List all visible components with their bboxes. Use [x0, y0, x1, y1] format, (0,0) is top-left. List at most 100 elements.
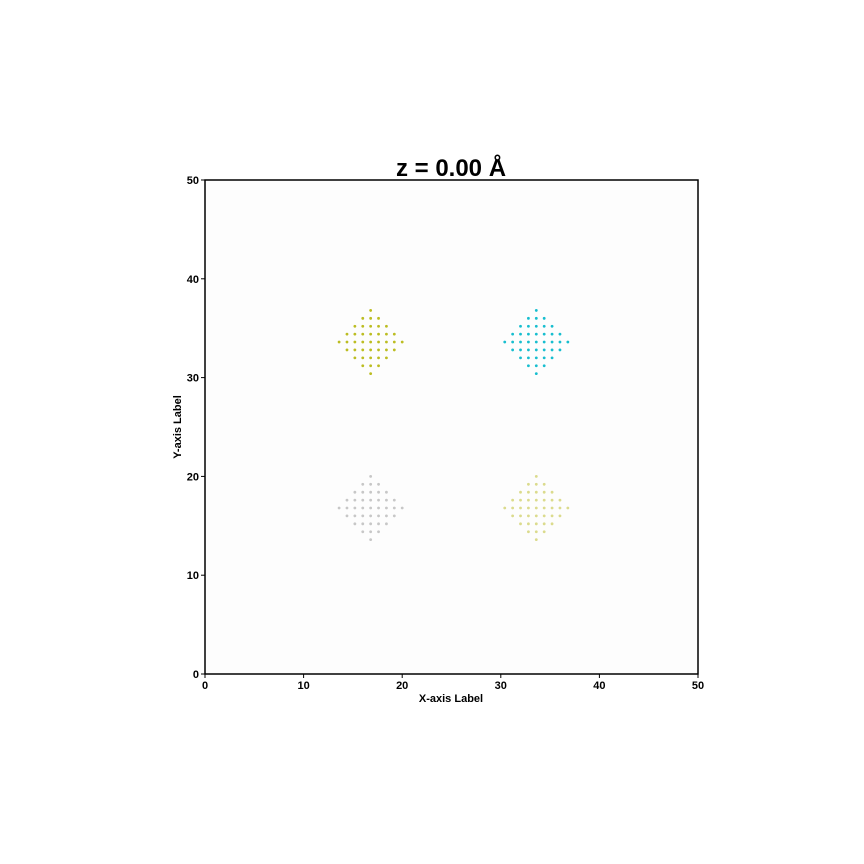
x-tick-label: 20 [396, 680, 408, 692]
scatter-point [345, 332, 349, 336]
scatter-point [377, 324, 380, 328]
scatter-point [511, 498, 515, 502]
scatter-point [558, 340, 562, 344]
scatter-point [369, 538, 373, 542]
scatter-point [534, 522, 538, 526]
scatter-point [361, 364, 365, 368]
scatter-point [353, 514, 357, 518]
scatter-point [337, 340, 341, 344]
x-tick-label: 40 [593, 680, 605, 692]
scatter-point [511, 514, 515, 518]
scatter-point [361, 506, 365, 510]
scatter-point [377, 522, 380, 526]
x-tick-label: 50 [692, 680, 704, 692]
scatter-point [550, 514, 554, 518]
scatter-point [385, 348, 388, 352]
scatter-point [542, 530, 546, 534]
scatter-point [558, 348, 562, 352]
scatter-point [519, 498, 522, 502]
scatter-point [534, 309, 538, 312]
scatter-point [511, 340, 515, 344]
scatter-point [542, 498, 546, 502]
scatter-point [385, 514, 388, 518]
scatter-point [519, 514, 522, 518]
scatter-series-1 [337, 309, 404, 376]
scatter-point [385, 498, 388, 502]
y-tick-label: 20 [187, 471, 199, 483]
scatter-point [353, 506, 357, 510]
scatter-series-3 [337, 475, 404, 542]
scatter-point [369, 475, 373, 478]
scatter-point [377, 482, 380, 486]
scatter-point [542, 348, 546, 352]
scatter-point [369, 316, 373, 320]
scatter-point [369, 372, 373, 376]
scatter-point [550, 340, 554, 344]
scatter-point [385, 356, 388, 360]
scatter-point [392, 506, 396, 510]
scatter-point [353, 522, 357, 526]
x-tick-label: 0 [202, 680, 208, 692]
scatter-point [345, 514, 349, 518]
scatter-point [542, 340, 546, 344]
scatter-point [503, 340, 507, 344]
scatter-point [377, 490, 380, 494]
scatter-point [542, 356, 546, 360]
scatter-point [369, 530, 373, 534]
scatter-point [542, 514, 546, 518]
scatter-point [392, 498, 396, 502]
scatter-point [369, 522, 373, 526]
scatter-point [361, 316, 365, 320]
scatter-point [534, 506, 538, 510]
scatter-point [392, 348, 396, 352]
scatter-point [361, 514, 365, 518]
data-points [337, 309, 570, 542]
scatter-point [377, 364, 380, 368]
scatter-point [527, 364, 530, 368]
scatter-point [566, 340, 570, 344]
scatter-point [527, 482, 530, 486]
scatter-point [550, 324, 554, 328]
y-axis-ticks: 0 10 20 30 40 50 [187, 175, 205, 681]
scatter-point [558, 506, 562, 510]
chart-title: z = 0.00 Å [396, 154, 506, 182]
scatter-point [353, 498, 357, 502]
scatter-point [542, 364, 546, 368]
scatter-point [550, 348, 554, 352]
scatter-point [369, 364, 373, 368]
scatter-point [558, 332, 562, 336]
scatter-point [534, 372, 538, 376]
scatter-point [527, 348, 530, 352]
scatter-point [369, 490, 373, 494]
scatter-point [527, 506, 530, 510]
scatter-point [527, 340, 530, 344]
scatter-point [377, 498, 380, 502]
scatter-point [369, 498, 373, 502]
x-tick-label: 30 [495, 680, 507, 692]
scatter-point [377, 514, 380, 518]
scatter-point [534, 490, 538, 494]
scatter-point [361, 348, 365, 352]
scatter-point [534, 364, 538, 368]
scatter-point [400, 506, 404, 510]
scatter-point [527, 490, 530, 494]
y-tick-label: 50 [187, 175, 199, 187]
scatter-point [353, 332, 357, 336]
scatter-point [353, 324, 357, 328]
scatter-point [527, 522, 530, 526]
scatter-point [519, 522, 522, 526]
scatter-point [519, 332, 522, 336]
scatter-point [385, 490, 388, 494]
scatter-point [361, 498, 365, 502]
scatter-point [534, 348, 538, 352]
scatter-point [519, 356, 522, 360]
scatter-point [534, 530, 538, 534]
scatter-point [369, 324, 373, 328]
scatter-point [511, 332, 515, 336]
scatter-point [550, 506, 554, 510]
scatter-point [369, 514, 373, 518]
scatter-point [527, 316, 530, 320]
scatter-point [385, 506, 388, 510]
scatter-point [534, 356, 538, 360]
scatter-point [361, 340, 365, 344]
